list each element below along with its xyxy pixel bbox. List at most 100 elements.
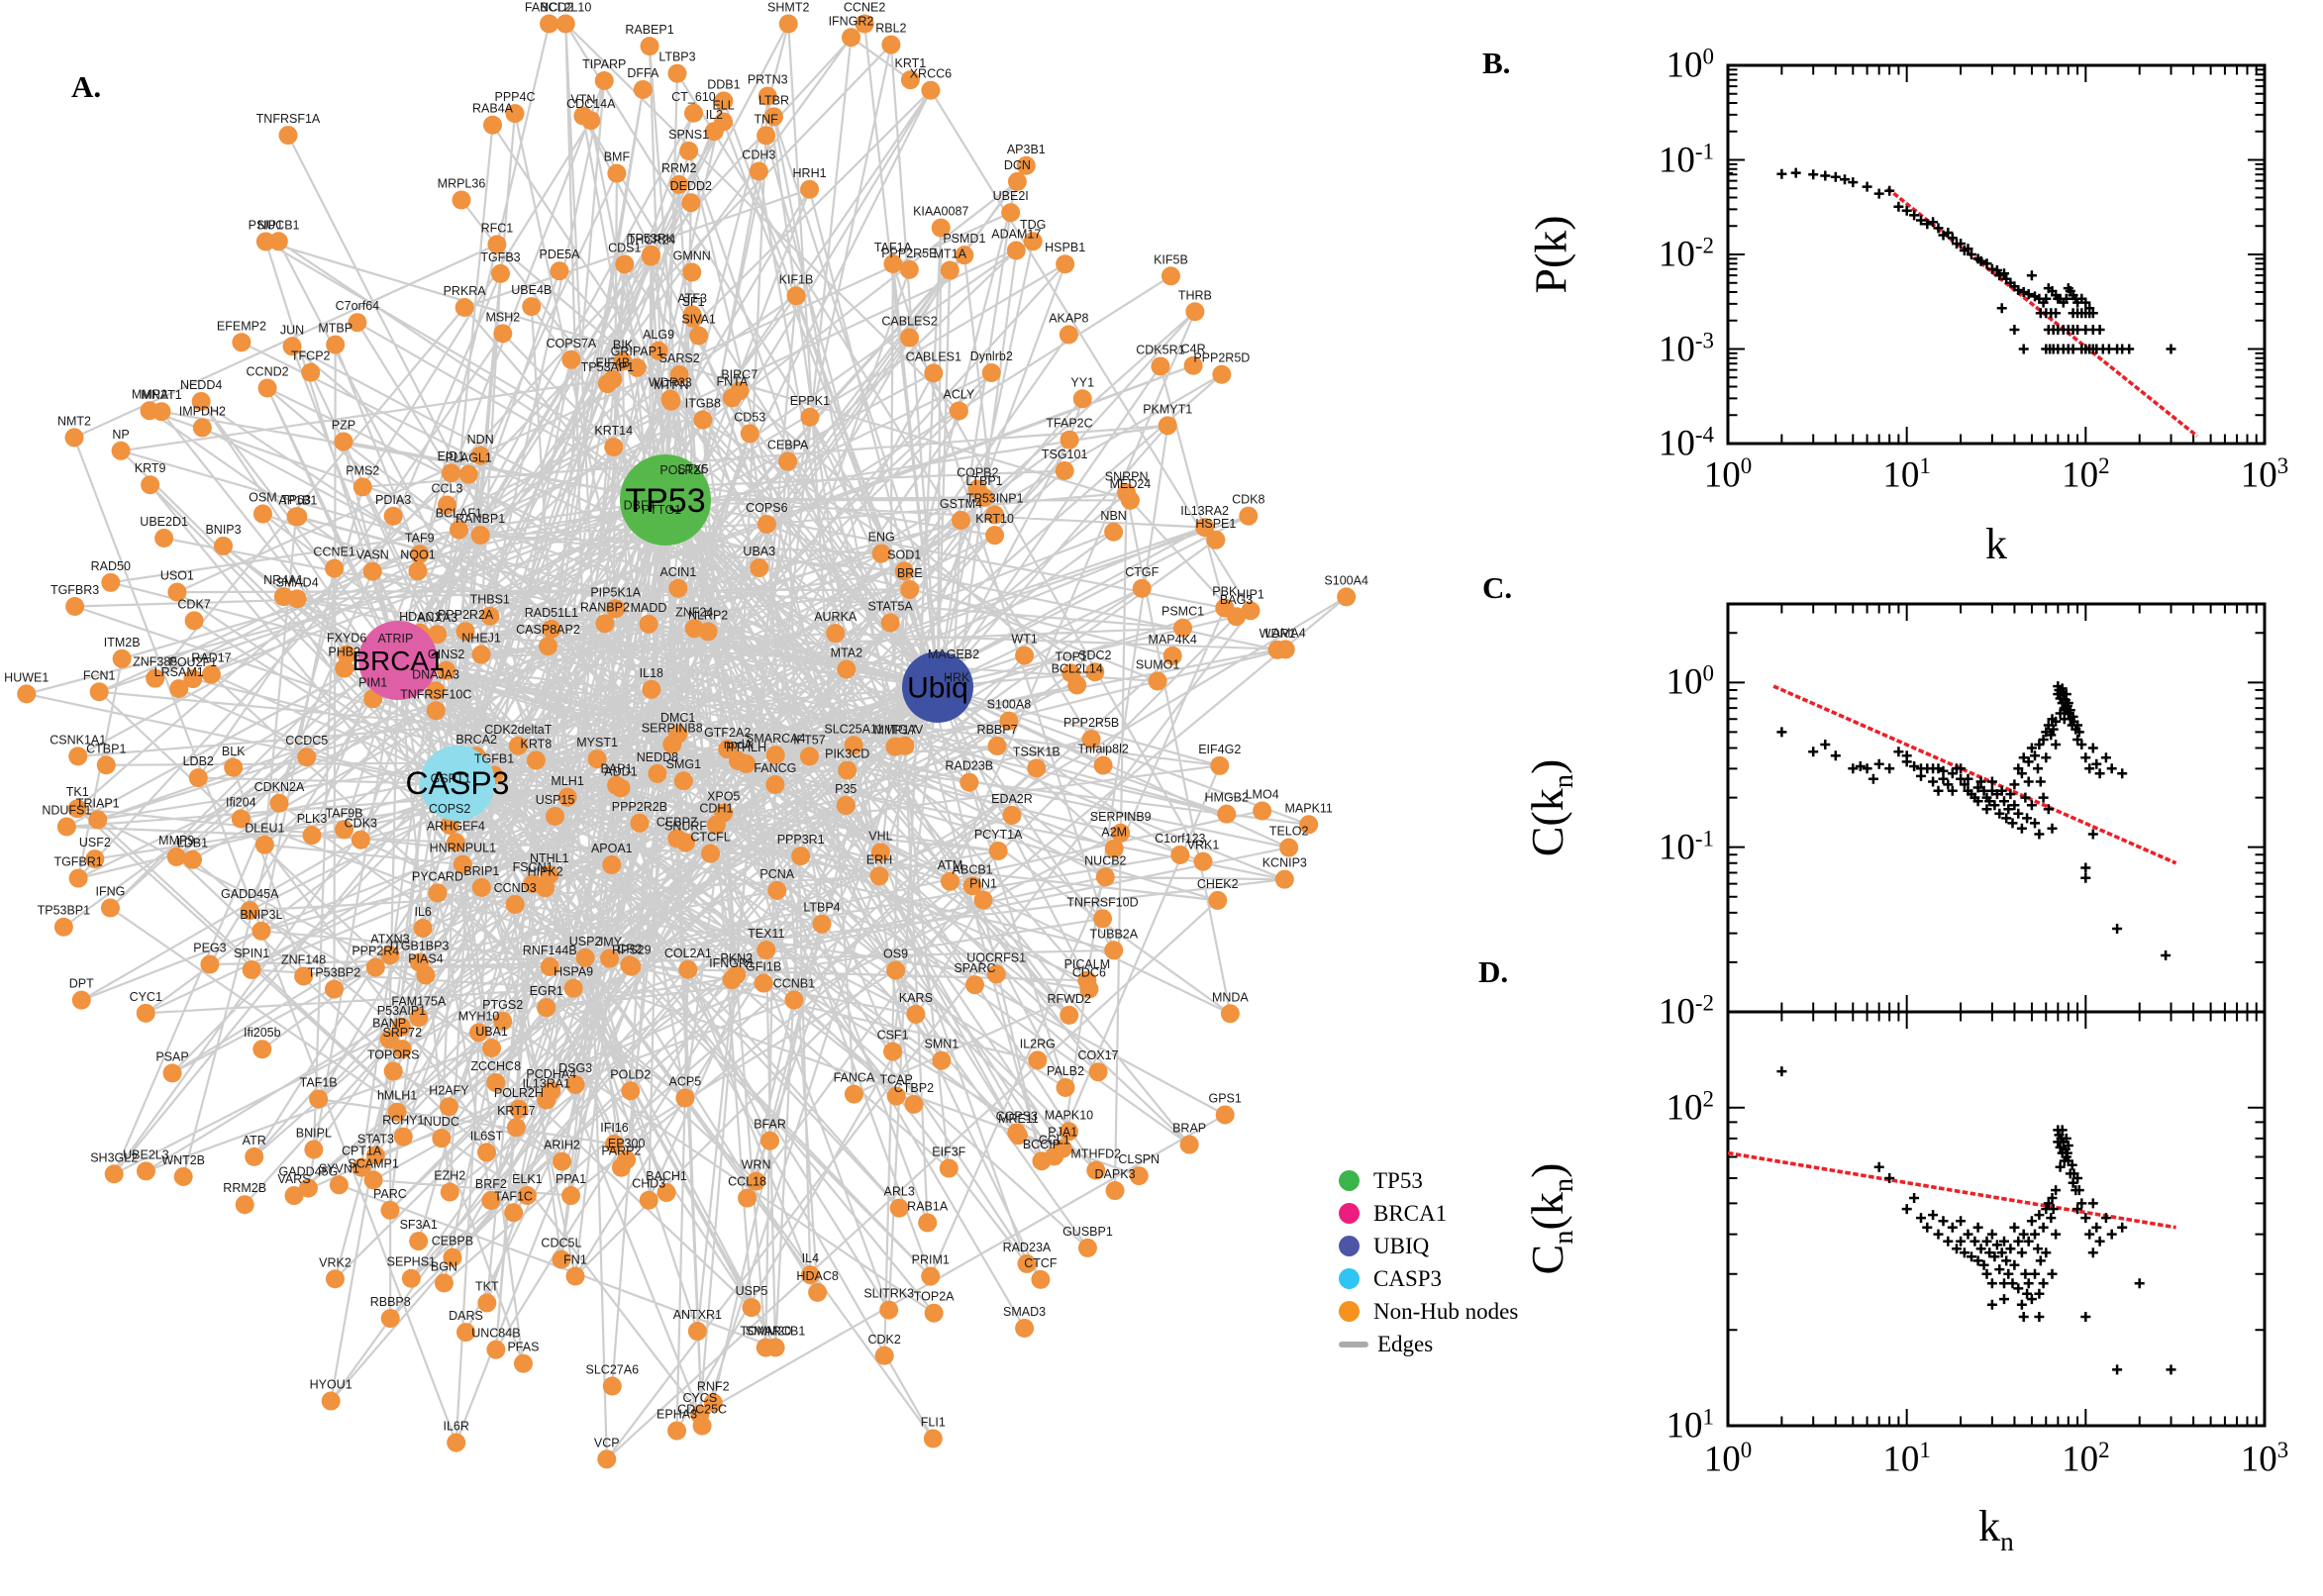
network-node xyxy=(1006,241,1026,260)
network-node xyxy=(812,914,832,934)
network-node xyxy=(231,809,251,829)
network-node xyxy=(493,1011,513,1031)
network-node-label: MAGEB2 xyxy=(928,648,979,661)
network-node-label: BANP xyxy=(372,1016,406,1030)
network-node xyxy=(458,464,478,484)
network-node xyxy=(714,803,734,823)
network-node-label: PLK3 xyxy=(297,812,328,826)
network-node-label: BACH1 xyxy=(646,1169,687,1183)
network-node xyxy=(918,1213,938,1233)
network-node-label: BNIP3L xyxy=(240,908,282,922)
network-node xyxy=(985,526,1005,546)
plot-frame xyxy=(1726,63,2267,446)
network-node xyxy=(604,1134,624,1153)
network-node-label: PIN1 xyxy=(969,876,997,890)
network-node xyxy=(607,163,627,183)
network-node-label: MYST1 xyxy=(576,736,618,749)
network-node-label: KRT10 xyxy=(975,512,1014,526)
network-node xyxy=(595,614,615,634)
network-node-label: PPP2R5D xyxy=(1193,351,1250,365)
network-node xyxy=(844,736,863,755)
network-node-label: RRM2 xyxy=(661,161,696,175)
network-node xyxy=(85,849,105,869)
network-node-label: NDUFS1 xyxy=(42,804,91,818)
network-node xyxy=(889,1198,909,1218)
network-node xyxy=(837,659,857,679)
network-node-label: STX5 xyxy=(677,462,708,476)
network-node-labels: MNDA Ifi205b ZNF24 USF2 BCCIP WDR33 POLR2H MNAT… xyxy=(4,1,1368,1450)
network-node-label: UBE2I xyxy=(993,189,1029,203)
network-node-label: CDKN2A xyxy=(254,780,305,794)
network-node-label: DFFA xyxy=(627,66,659,80)
network-node xyxy=(1056,254,1075,274)
network-node xyxy=(441,463,460,483)
network-node-label: UBE2L3 xyxy=(123,1147,169,1161)
legend-item-tp53: TP53 xyxy=(1339,1164,1518,1197)
network-node xyxy=(426,701,446,721)
network-node xyxy=(869,866,889,886)
network-node-label: GMNN xyxy=(673,249,711,262)
network-node-label: DCN xyxy=(1004,158,1031,172)
network-node-label: HRK xyxy=(944,671,970,685)
network-node xyxy=(758,86,777,106)
network-node-label: PIAS4 xyxy=(408,951,443,965)
network-node-label: SMARCA4 xyxy=(746,732,805,746)
network-node xyxy=(348,313,367,333)
x-tick-label-D: 103 xyxy=(2240,1438,2289,1480)
network-node xyxy=(681,193,701,213)
network-node-label: PPP4C xyxy=(494,90,535,104)
network-node xyxy=(563,978,583,998)
network-node xyxy=(64,428,84,448)
casp3-swatch-icon xyxy=(1339,1268,1360,1289)
network-node-label: GADD45A xyxy=(221,887,279,901)
network-node-label: ATXN3 xyxy=(370,932,409,946)
network-node-label: ABCB1 xyxy=(953,862,993,876)
network-node-label: SEPHS1 xyxy=(387,1255,436,1269)
network-hub-nodes xyxy=(358,454,973,821)
network-node-label: ELL xyxy=(712,98,734,112)
scatter-points xyxy=(1776,1066,2176,1375)
network-node-label: DEDD2 xyxy=(670,179,712,193)
network-node xyxy=(101,572,121,592)
network-node-label: VRK2 xyxy=(319,1255,352,1269)
network-node-label: CDK7 xyxy=(177,597,210,611)
network-node xyxy=(68,747,88,766)
network-node-label: ZNF24 xyxy=(675,605,713,619)
network-node xyxy=(493,324,513,344)
network-node-label: WDR1 xyxy=(1260,627,1296,641)
network-node-label: ADAM17 xyxy=(991,228,1041,242)
network-node xyxy=(722,388,742,408)
network-node xyxy=(383,506,403,526)
network-node-label: PSMC1 xyxy=(1162,605,1204,619)
network-node-label: DSG3 xyxy=(558,1061,592,1075)
plot-ticks xyxy=(1727,64,2266,445)
network-node xyxy=(881,35,901,54)
network-node xyxy=(630,813,650,833)
network-node-label: NUCB2 xyxy=(1084,853,1126,867)
network-node-label: ITGB1BP3 xyxy=(390,940,450,953)
network-node xyxy=(173,1166,193,1186)
network-node xyxy=(791,847,811,866)
network-node-label: BMF xyxy=(604,150,631,164)
x-tick-label-D: 102 xyxy=(2062,1438,2110,1480)
network-node xyxy=(56,817,76,837)
network-node xyxy=(855,14,874,34)
network-node xyxy=(387,1102,407,1122)
network-node xyxy=(760,1131,780,1150)
network-node-label: PICALM xyxy=(1064,957,1111,971)
network-node xyxy=(642,679,661,699)
network-node-label: PPP2R4 xyxy=(352,945,399,958)
network-node-label: PSMD1 xyxy=(943,232,985,246)
network-node-label: SMG1 xyxy=(666,757,701,771)
y-tick-label-C: 10-1 xyxy=(1658,826,1714,868)
network-node-label: COPB2 xyxy=(957,465,998,479)
network-node-label: CABLES2 xyxy=(881,315,937,329)
network-node xyxy=(1239,506,1259,526)
network-node-label: BIK xyxy=(613,338,634,351)
network-node-label: RAD50 xyxy=(91,559,131,573)
network-node xyxy=(669,365,689,385)
network-node-label: TGFBR3 xyxy=(50,583,99,597)
network-node xyxy=(668,578,688,598)
network-node-label: SF3A1 xyxy=(400,1218,438,1232)
network-node-label: OSM xyxy=(249,491,276,505)
